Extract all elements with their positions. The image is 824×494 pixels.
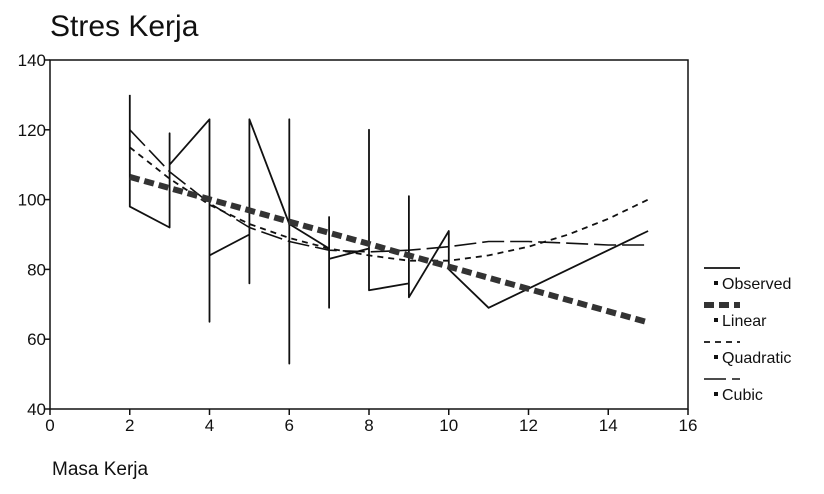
series-line-observed [128,94,649,365]
legend-label-linear: Linear [722,313,767,330]
y-tick-label: 60 [27,330,46,349]
x-tick-label: 12 [519,416,538,435]
y-tick-label: 100 [18,191,46,210]
x-tick-label: 4 [205,416,214,435]
x-tick-label: 2 [125,416,134,435]
legend-marker-quadratic [714,355,718,359]
series-line-quadratic [129,146,649,262]
x-tick-label: 14 [599,416,618,435]
y-tick-label: 140 [18,51,46,70]
plot-series [128,94,649,365]
series-line-cubic [129,129,649,253]
legend: Observed Linear Quadratic Cubic [704,267,791,404]
legend-label-cubic: Cubic [722,387,763,404]
legend-marker-linear [714,318,718,322]
series-line-linear [128,174,649,326]
y-tick-label: 80 [27,260,46,279]
x-axis-label: Masa Kerja [52,459,149,480]
x-tick-label: 8 [364,416,373,435]
chart-title: Stres Kerja [50,10,199,43]
x-axis: 0 2 4 6 8 10 12 14 16 [45,409,697,435]
legend-label-quadratic: Quadratic [722,350,791,367]
y-axis: 40 60 80 100 120 140 [18,51,50,419]
x-tick-label: 6 [285,416,294,435]
legend-label-observed: Observed [722,276,791,293]
y-tick-label: 120 [18,121,46,140]
legend-marker-cubic [714,392,718,396]
y-tick-label: 40 [27,400,46,419]
x-tick-label: 10 [439,416,458,435]
x-tick-label: 0 [45,416,54,435]
legend-marker-observed [714,281,718,285]
x-tick-label: 16 [679,416,698,435]
